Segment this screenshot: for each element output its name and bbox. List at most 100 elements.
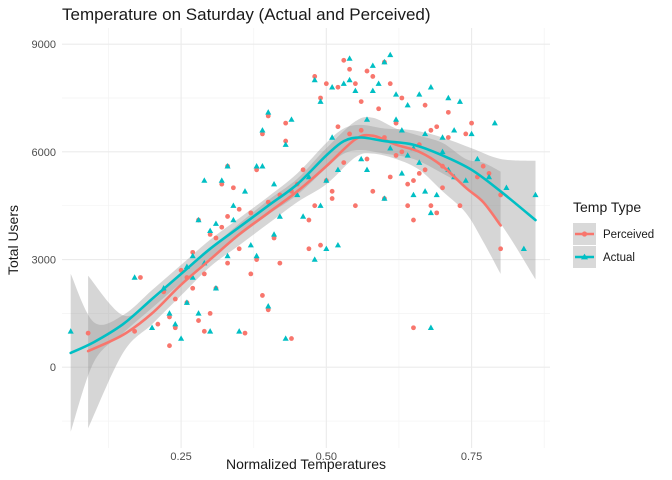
point-actual (317, 98, 324, 104)
point-perceived (254, 167, 260, 173)
point-actual (381, 58, 388, 65)
point-actual (381, 195, 388, 201)
point-perceived (457, 203, 463, 209)
point-actual (445, 94, 452, 101)
point-actual (224, 252, 231, 259)
point-perceived (254, 257, 260, 262)
grid (62, 28, 550, 448)
point-perceived (352, 81, 358, 87)
point-perceived (498, 246, 504, 252)
point-actual (189, 252, 196, 259)
point-actual (311, 76, 318, 83)
point-actual (439, 148, 446, 155)
point-perceived (155, 321, 161, 327)
point-perceived (469, 120, 474, 126)
point-actual (259, 163, 266, 169)
point-actual (271, 231, 278, 237)
point-actual (149, 324, 156, 330)
point-perceived (329, 196, 335, 201)
point-perceived (364, 156, 370, 162)
point-perceived (306, 246, 312, 252)
point-perceived (207, 310, 213, 316)
point-actual (265, 303, 272, 309)
point-actual (422, 188, 429, 194)
point-perceived (277, 260, 283, 266)
point-actual (317, 202, 324, 208)
point-actual (340, 80, 347, 86)
point-actual (178, 335, 185, 341)
point-perceived (85, 330, 91, 336)
point-actual (416, 159, 423, 165)
smooth-line-perceived (86, 133, 502, 353)
point-perceived (323, 81, 329, 87)
x-axis-title: Normalized Temperatures (226, 456, 386, 472)
point-perceived (422, 102, 428, 108)
point-perceived (271, 235, 277, 241)
point-perceived (440, 185, 445, 191)
point-perceived (411, 178, 416, 183)
point-actual (416, 91, 423, 97)
point-actual (271, 180, 278, 187)
point-perceived (370, 74, 376, 79)
point-perceived (463, 131, 469, 137)
point-perceived (190, 249, 196, 255)
point-actual (334, 241, 341, 248)
point-actual (166, 310, 173, 316)
point-actual (294, 191, 301, 198)
point-actual (212, 220, 219, 226)
point-actual (398, 170, 405, 176)
point-actual (485, 173, 493, 180)
point-perceived (225, 214, 230, 219)
point-actual (398, 127, 405, 133)
point-actual (207, 227, 214, 234)
point-perceived (318, 95, 323, 101)
point-perceived (172, 296, 178, 302)
point-perceived (265, 113, 271, 119)
point-actual (67, 328, 74, 334)
point-perceived (480, 163, 486, 169)
point-perceived (393, 120, 399, 126)
point-actual (334, 166, 341, 173)
x-axis-ticks: 0.25 0.50 0.75 (170, 451, 482, 463)
point-actual (230, 216, 237, 223)
y-tick-label: 6000 (32, 147, 56, 159)
point-perceived (405, 181, 411, 187)
point-actual (520, 245, 527, 252)
point-actual (236, 328, 243, 334)
point-perceived (260, 131, 265, 137)
point-actual (358, 155, 365, 162)
point-perceived (434, 124, 440, 130)
point-actual (195, 216, 202, 223)
y-tick-label: 3000 (32, 255, 56, 267)
point-perceived (393, 153, 399, 158)
confidence-bands (70, 116, 536, 432)
point-perceived (318, 242, 323, 248)
point-actual (439, 134, 446, 140)
point-perceived (411, 217, 416, 223)
smooth-lines (69, 133, 537, 355)
legend-key-marker (581, 253, 588, 260)
point-perceived (422, 167, 428, 173)
x-tick-label: 0.75 (461, 451, 482, 463)
point-perceived (434, 210, 440, 216)
point-actual (363, 166, 371, 173)
legend-items: Perceived Actual (573, 223, 654, 268)
point-actual (404, 152, 411, 158)
point-actual (195, 310, 202, 316)
point-perceived (364, 68, 370, 74)
point-actual (323, 245, 330, 252)
point-actual (393, 91, 400, 97)
point-perceived (242, 330, 248, 336)
legend-key-perceived (573, 223, 596, 245)
legend: Temp Type Perceived Actual (573, 199, 654, 268)
legend-key-marker (581, 231, 588, 237)
point-perceived (167, 343, 172, 349)
point-perceived (352, 203, 358, 209)
point-actual (433, 191, 440, 198)
point-actual (387, 51, 394, 58)
legend-label-perceived: Perceived (603, 229, 654, 241)
point-perceived (300, 167, 306, 173)
point-perceived (289, 336, 294, 341)
point-actual (427, 324, 434, 330)
